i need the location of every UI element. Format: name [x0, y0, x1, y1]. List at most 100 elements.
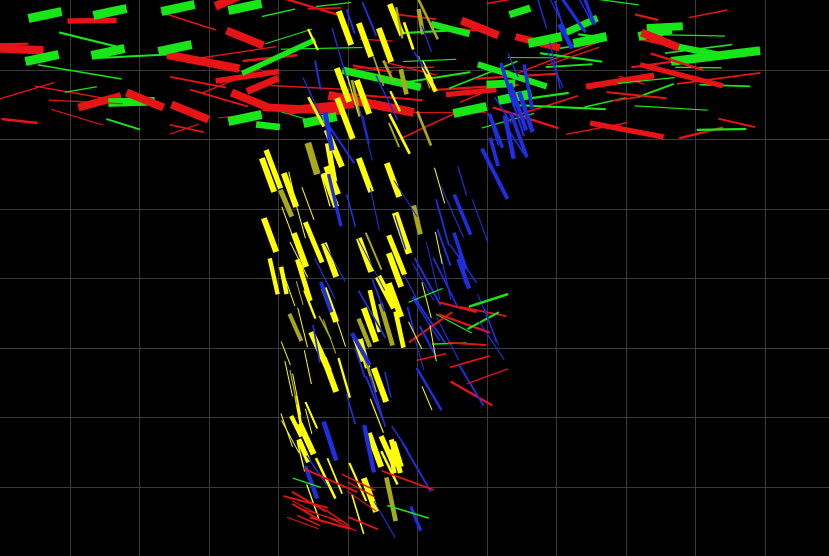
yellow-dash-segment — [370, 367, 390, 403]
red-segment — [325, 509, 350, 527]
red-segment — [303, 467, 358, 493]
yellow-dash-segment — [335, 10, 355, 46]
blue-segment — [471, 199, 489, 243]
green-segment — [261, 8, 296, 18]
blue-segment — [357, 290, 387, 339]
red-block-segment — [459, 16, 501, 40]
dark-yellow-segment — [384, 476, 399, 522]
red-segment — [298, 507, 342, 522]
yellow-segment — [388, 113, 411, 155]
red-segment — [291, 503, 324, 523]
yellow-segment — [434, 231, 443, 264]
yellow-segment — [296, 422, 317, 456]
yellow-dash-segment — [385, 252, 405, 288]
green-segment — [37, 64, 122, 80]
yellow-dash-segment — [355, 157, 375, 193]
green-block-segment — [227, 0, 263, 15]
blue-segment — [345, 8, 356, 34]
red-segment — [346, 490, 377, 512]
yellow-dash-segment — [260, 217, 280, 253]
red-segment — [612, 96, 640, 102]
green-segment — [403, 58, 457, 63]
red-segment — [215, 68, 280, 84]
red-segment — [688, 9, 728, 19]
red-segment — [202, 68, 262, 94]
blue-segment — [412, 262, 435, 301]
yellow-dash-segment — [385, 282, 405, 318]
dark-yellow-segment — [398, 68, 409, 95]
red-segment — [270, 84, 350, 91]
blue-segment — [413, 257, 442, 306]
green-segment — [476, 61, 548, 90]
red-block-segment — [229, 88, 271, 112]
blue-segment — [411, 297, 441, 342]
red-block-segment — [169, 100, 211, 124]
green-segment — [597, 0, 639, 6]
yellow-segment — [281, 420, 300, 454]
red-segment — [566, 122, 628, 135]
red-segment — [213, 0, 241, 11]
yellow-segment — [297, 307, 308, 348]
red-block-segment — [124, 88, 166, 112]
yellow-segment — [388, 438, 403, 474]
red-segment — [352, 64, 393, 74]
red-segment — [347, 481, 375, 498]
green-segment — [316, 1, 352, 8]
yellow-dash-segment — [333, 67, 353, 103]
blue-segment — [487, 113, 505, 149]
blue-segment — [345, 394, 357, 425]
blue-segment — [394, 215, 407, 250]
green-segment — [637, 82, 675, 98]
green-segment — [106, 118, 141, 131]
red-segment — [589, 120, 665, 140]
green-block-segment — [24, 50, 60, 66]
green-segment — [387, 504, 430, 519]
red-segment — [486, 0, 512, 5]
yellow-segment — [380, 450, 399, 486]
blue-segment — [413, 336, 425, 371]
blue-segment — [384, 371, 392, 398]
red-segment — [449, 355, 490, 369]
yellow-segment — [393, 311, 406, 349]
green-block-segment — [90, 44, 126, 60]
red-segment — [341, 473, 376, 491]
yellow-segment — [295, 202, 306, 239]
yellow-segment — [303, 350, 312, 385]
blue-segment — [391, 425, 409, 451]
red-segment — [48, 99, 123, 105]
green-segment — [508, 4, 532, 19]
yellow-segment — [304, 408, 313, 435]
yellow-segment — [281, 206, 298, 250]
green-segment — [241, 37, 317, 76]
yellow-segment — [408, 321, 423, 350]
red-segment — [297, 514, 321, 527]
yellow-segment — [320, 174, 331, 207]
blue-segment — [452, 232, 468, 270]
dark-yellow-segment — [295, 281, 304, 305]
yellow-dash-segment — [365, 432, 385, 468]
red-segment — [169, 123, 199, 135]
green-segment — [292, 477, 322, 488]
green-segment — [435, 313, 473, 334]
dark-yellow-segment — [278, 188, 295, 218]
segment-layer — [0, 0, 761, 538]
red-segment — [169, 123, 204, 133]
blue-segment — [488, 137, 500, 167]
blue-segment — [331, 27, 348, 79]
red-segment — [546, 46, 600, 66]
dark-yellow-segment — [411, 204, 423, 235]
blue-segment — [358, 105, 373, 161]
red-segment — [466, 368, 509, 385]
red-segment — [639, 62, 724, 89]
green-segment — [617, 76, 675, 85]
yellow-segment — [429, 325, 437, 362]
yellow-segment — [280, 341, 291, 366]
green-block-segment — [157, 40, 193, 56]
blue-segment — [452, 193, 473, 236]
red-segment — [166, 50, 241, 73]
yellow-dash-segment — [360, 307, 380, 343]
blue-segment — [436, 317, 460, 361]
yellow-segment — [280, 413, 293, 447]
